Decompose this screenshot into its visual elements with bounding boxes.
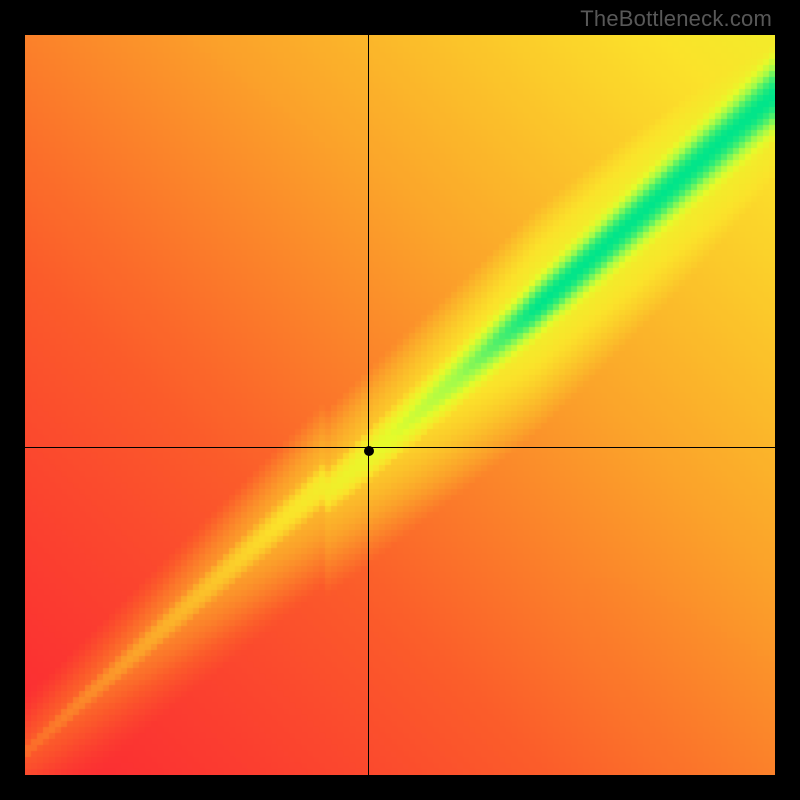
marker-point bbox=[364, 446, 374, 456]
watermark-text: TheBottleneck.com bbox=[580, 6, 772, 32]
chart-frame: TheBottleneck.com bbox=[0, 0, 800, 800]
plot-area bbox=[25, 35, 775, 775]
crosshair-vertical bbox=[368, 35, 369, 775]
crosshair-horizontal bbox=[25, 447, 775, 448]
heatmap-canvas bbox=[25, 35, 775, 775]
